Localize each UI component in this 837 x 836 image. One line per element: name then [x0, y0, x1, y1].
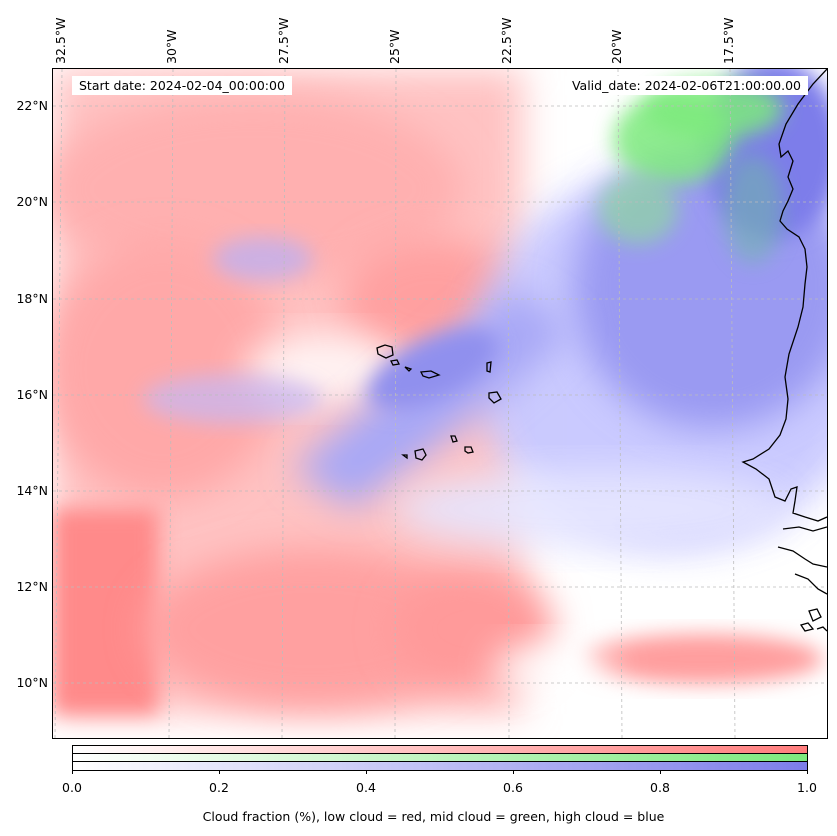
colorbar-tick: [72, 770, 73, 774]
colorbar-tick: [660, 770, 661, 774]
lon-label-30w: 30°W: [164, 29, 179, 64]
colorbar-high-cloud: [72, 761, 808, 771]
lat-label-14n: 14°N: [16, 483, 48, 498]
colorbar-tick-label: 0.6: [503, 780, 523, 795]
lat-label-16n: 16°N: [16, 387, 48, 402]
lon-label-17-5w: 17.5°W: [721, 17, 736, 64]
start-date-label: Start date: 2024-02-04_00:00:00: [72, 76, 292, 95]
lat-label-12n: 12°N: [16, 579, 48, 594]
cape-verde-islands: [376, 344, 502, 461]
lat-label-20n: 20°N: [16, 194, 48, 209]
colorbar-tick: [366, 770, 367, 774]
lon-label-32-5w: 32.5°W: [53, 17, 68, 64]
lat-label-22n: 22°N: [16, 98, 48, 113]
cloud-fraction-map: [53, 69, 827, 738]
lon-label-22-5w: 22.5°W: [499, 17, 514, 64]
africa-coastline: [741, 69, 827, 632]
map-panel[interactable]: [52, 68, 828, 739]
lat-label-10n: 10°N: [16, 675, 48, 690]
colorbar-tick: [219, 770, 220, 774]
colorbar-tick: [807, 770, 808, 774]
colorbar-tick-label: 0.0: [62, 780, 82, 795]
valid-date-label: Valid_date: 2024-02-06T21:00:00.00: [564, 76, 808, 95]
low-cloud-layer: [53, 69, 823, 714]
colorbar-tick-label: 0.8: [650, 780, 670, 795]
lon-label-25w: 25°W: [387, 29, 402, 64]
lat-label-18n: 18°N: [16, 291, 48, 306]
lon-label-20w: 20°W: [609, 29, 624, 64]
colorbar-tick: [513, 770, 514, 774]
colorbar-tick-label: 0.2: [209, 780, 229, 795]
gridlines: [53, 69, 827, 738]
colorbar-caption: Cloud fraction (%), low cloud = red, mid…: [202, 809, 665, 824]
colorbar-tick-label: 1.0: [797, 780, 817, 795]
lon-label-27-5w: 27.5°W: [276, 17, 291, 64]
colorbar-tick-label: 0.4: [356, 780, 376, 795]
